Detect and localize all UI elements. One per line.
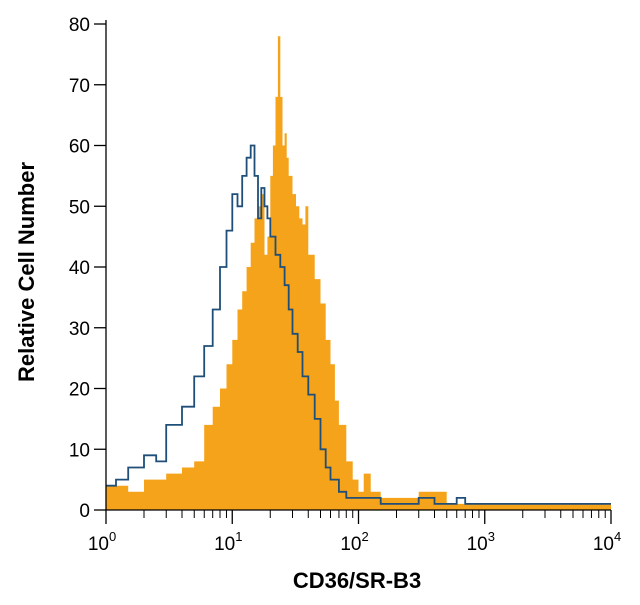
y-tick-label: 30 bbox=[69, 319, 90, 340]
x-tick-label: 102 bbox=[340, 529, 368, 555]
x-tick-label: 100 bbox=[88, 529, 116, 555]
axes bbox=[94, 20, 612, 524]
plot-area bbox=[106, 36, 611, 510]
axis-labels: 0 10 20 30 40 50 60 70 80 100 101 102 103 104 bbox=[69, 15, 621, 555]
x-tick-label: 104 bbox=[593, 529, 621, 555]
filled-histogram bbox=[106, 36, 611, 510]
y-tick-label: 40 bbox=[69, 258, 90, 279]
y-tick-label: 10 bbox=[69, 440, 90, 461]
y-tick-label: 80 bbox=[69, 15, 90, 36]
y-axis-title: Relative Cell Number bbox=[14, 162, 39, 383]
outline-histogram bbox=[106, 144, 611, 505]
y-tick-label: 50 bbox=[69, 197, 90, 218]
x-axis-title: CD36/SR-B3 bbox=[293, 568, 421, 593]
y-tick-label: 20 bbox=[69, 380, 90, 401]
y-tick-label: 60 bbox=[69, 137, 90, 158]
x-tick-label: 101 bbox=[214, 529, 242, 555]
y-tick-label: 0 bbox=[79, 501, 90, 522]
y-tick-label: 70 bbox=[69, 76, 90, 97]
x-tick-label: 103 bbox=[467, 529, 495, 555]
